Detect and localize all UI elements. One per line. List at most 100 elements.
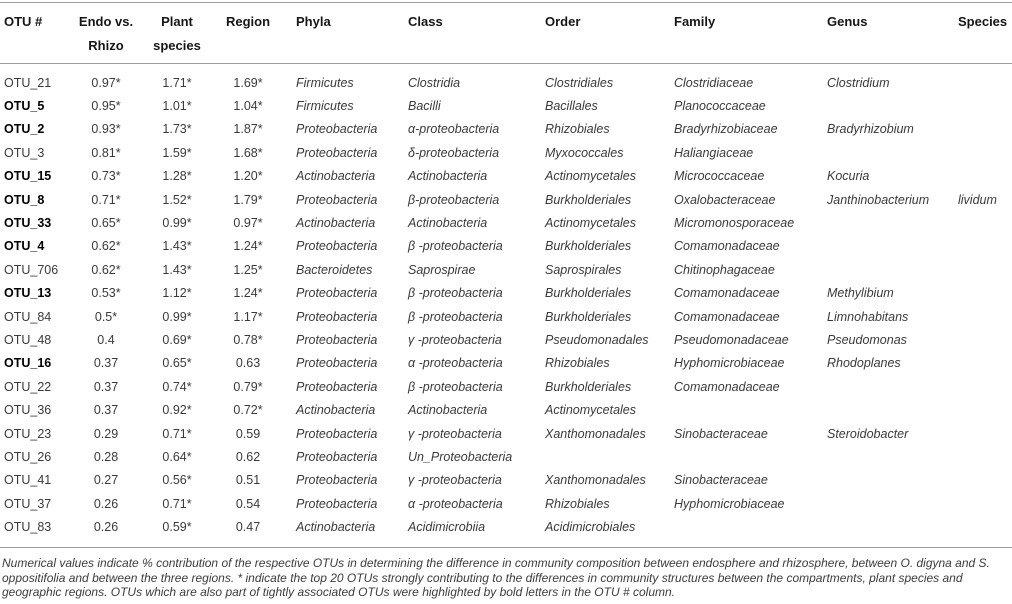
cell-class: γ -proteobacteria <box>408 332 502 347</box>
cell-family: Sinobacteraceae <box>674 426 768 441</box>
cell-class: Actinobacteria <box>408 169 488 184</box>
cell-endo_vs_rhizo: 0.71* <box>91 192 121 207</box>
cell-region: 1.79* <box>233 192 263 207</box>
cell-phyla: Proteobacteria <box>296 145 378 160</box>
cell-plant_species: 0.99* <box>162 309 192 324</box>
cell-order: Burkholderiales <box>545 192 632 207</box>
cell-region: 0.79* <box>233 379 263 394</box>
cell-endo_vs_rhizo: 0.37 <box>93 356 119 371</box>
cell-genus <box>815 469 946 492</box>
cell-class: Actinobacteria <box>408 216 488 231</box>
table-row: OTU_83 0.26 0.59* 0.47 Actinobacteria Acidimi… <box>0 515 1012 538</box>
cell-otu: OTU_83 <box>4 520 52 535</box>
cell-phyla: Proteobacteria <box>296 356 378 371</box>
cell-order: Actinomycetales <box>545 403 637 418</box>
cell-order: Rhizobiales <box>545 496 610 511</box>
cell-endo_vs_rhizo: 0.81* <box>91 145 121 160</box>
cell-phyla: Proteobacteria <box>296 309 378 324</box>
column-header-family: Family <box>662 3 815 64</box>
cell-endo_vs_rhizo: 0.27 <box>93 473 119 488</box>
cell-endo_vs_rhizo: 0.95* <box>91 99 121 114</box>
table-header-row: OTU # Endo vs. Rhizo Plant species Region Phyl… <box>0 3 1012 64</box>
cell-plant_species: 0.99* <box>162 216 192 231</box>
table-row: OTU_13 0.53* 1.12* 1.24* Proteobacteria β -pr… <box>0 282 1012 305</box>
cell-genus <box>815 492 946 515</box>
cell-phyla: Actinobacteria <box>296 403 376 418</box>
cell-phyla: Firmicutes <box>296 99 354 114</box>
cell-plant_species: 0.71* <box>162 426 192 441</box>
cell-region: 0.78* <box>233 332 263 347</box>
cell-species <box>946 64 1012 95</box>
cell-order <box>533 445 662 468</box>
cell-otu: OTU_48 <box>4 332 52 347</box>
table-body: OTU_21 0.97* 1.71* 1.69* Firmicutes Clostridi… <box>0 64 1012 539</box>
cell-species <box>946 305 1012 328</box>
cell-genus: Steroidobacter <box>827 426 909 441</box>
cell-class: γ -proteobacteria <box>408 426 502 441</box>
cell-otu: OTU_15 <box>4 169 52 184</box>
cell-genus <box>815 211 946 234</box>
table-row: OTU_8 0.71* 1.52* 1.79* Proteobacteria β-prot… <box>0 188 1012 211</box>
cell-phyla: Actinobacteria <box>296 169 376 184</box>
cell-family: Bradyrhizobiaceae <box>674 122 778 137</box>
column-header-class: Class <box>396 3 533 64</box>
cell-order: Actinomycetales <box>545 169 637 184</box>
cell-species <box>946 398 1012 421</box>
cell-species <box>946 422 1012 445</box>
cell-plant_species: 1.52* <box>162 192 192 207</box>
table-row: OTU_36 0.37 0.92* 0.72* Actinobacteria Actino… <box>0 398 1012 421</box>
column-header-label: species <box>153 38 201 53</box>
column-header-label: Species <box>958 14 1008 29</box>
table-row: OTU_3 0.81* 1.59* 1.68* Proteobacteria δ-prot… <box>0 141 1012 164</box>
cell-endo_vs_rhizo: 0.93* <box>91 122 121 137</box>
column-header-order: Order <box>533 3 662 64</box>
cell-otu: OTU_37 <box>4 496 52 511</box>
table-row: OTU_706 0.62* 1.43* 1.25* Bacteroidetes Sapro… <box>0 258 1012 281</box>
cell-phyla: Proteobacteria <box>296 426 378 441</box>
cell-genus <box>815 375 946 398</box>
cell-class: δ-proteobacteria <box>408 145 500 160</box>
cell-genus <box>815 398 946 421</box>
cell-family: Comamonadaceae <box>674 379 780 394</box>
cell-otu: OTU_84 <box>4 309 52 324</box>
table-row: OTU_84 0.5* 0.99* 1.17* Proteobacteria β -pro… <box>0 305 1012 328</box>
cell-endo_vs_rhizo: 0.62* <box>91 239 121 254</box>
cell-region: 1.25* <box>233 262 263 277</box>
cell-phyla: Proteobacteria <box>296 286 378 301</box>
cell-species <box>946 235 1012 258</box>
cell-endo_vs_rhizo: 0.62* <box>91 262 121 277</box>
cell-class: β -proteobacteria <box>408 239 503 254</box>
cell-species <box>946 328 1012 351</box>
cell-otu: OTU_33 <box>4 216 52 231</box>
cell-genus: Clostridium <box>827 75 890 90</box>
table-row: OTU_37 0.26 0.71* 0.54 Proteobacteria α -prot… <box>0 492 1012 515</box>
cell-class: β-proteobacteria <box>408 192 500 207</box>
cell-endo_vs_rhizo: 0.65* <box>91 216 121 231</box>
cell-family: Pseudomonadaceae <box>674 332 789 347</box>
cell-species <box>946 282 1012 305</box>
cell-plant_species: 1.73* <box>162 122 192 137</box>
cell-region: 0.97* <box>233 216 263 231</box>
table-row: OTU_23 0.29 0.71* 0.59 Proteobacteria γ -prot… <box>0 422 1012 445</box>
cell-genus: Methylibium <box>827 286 894 301</box>
cell-family: Planococcaceae <box>674 99 766 114</box>
cell-phyla: Proteobacteria <box>296 332 378 347</box>
cell-genus: Bradyrhizobium <box>827 122 914 137</box>
cell-plant_species: 1.59* <box>162 145 192 160</box>
cell-class: α -proteobacteria <box>408 356 503 371</box>
cell-endo_vs_rhizo: 0.37 <box>93 379 119 394</box>
column-header-label: Plant <box>161 14 193 29</box>
cell-plant_species: 1.28* <box>162 169 192 184</box>
cell-species <box>946 375 1012 398</box>
cell-order: Myxococcales <box>545 145 624 160</box>
cell-order: Xanthomonadales <box>545 426 646 441</box>
cell-otu: OTU_4 <box>4 239 45 254</box>
cell-genus: Rhodoplanes <box>827 356 901 371</box>
cell-class: Clostridia <box>408 75 461 90</box>
cell-order: Burkholderiales <box>545 309 632 324</box>
table-header: OTU # Endo vs. Rhizo Plant species Region Phyl… <box>0 3 1012 64</box>
cell-region: 0.72* <box>233 403 263 418</box>
column-header-label: Phyla <box>296 14 331 29</box>
cell-genus: Limnohabitans <box>827 309 909 324</box>
